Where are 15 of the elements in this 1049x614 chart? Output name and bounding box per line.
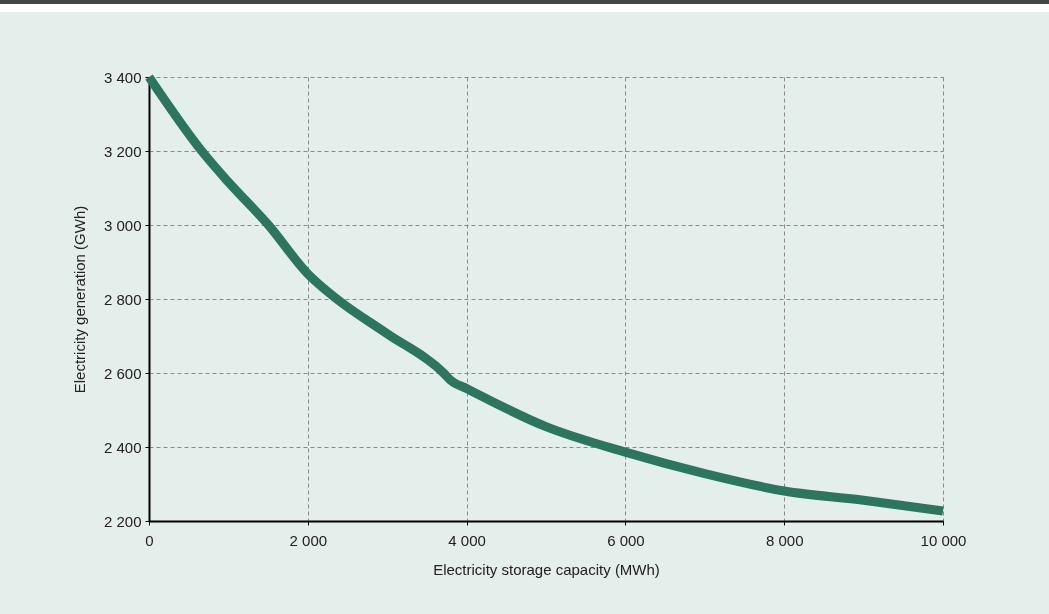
y-tick-label: 3 400	[103, 68, 142, 86]
y-tick-label: 2 400	[103, 438, 142, 456]
y-tick-label: 3 200	[103, 142, 142, 160]
y-axis-title: Electricity generation (GWh)	[70, 205, 88, 394]
x-tick-label: 10 000	[920, 531, 967, 549]
x-tick-label: 2 000	[289, 531, 328, 549]
x-tick-label: 8 000	[765, 531, 804, 549]
x-tick-label: 4 000	[448, 531, 486, 549]
y-tick-label: 2 800	[103, 290, 142, 308]
y-tick-label: 2 600	[103, 364, 142, 382]
y-tick-label: 2 200	[103, 512, 142, 530]
y-tick-label: 3 000	[103, 216, 142, 234]
x-tick-label: 6 000	[607, 531, 645, 549]
x-tick-label: 0	[145, 531, 154, 549]
x-axis-title: Electricity storage capacity (MWh)	[433, 560, 660, 578]
